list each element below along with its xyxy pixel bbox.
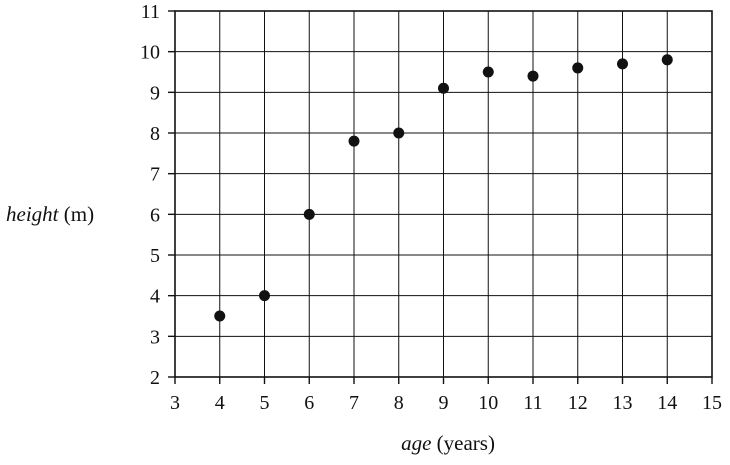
x-tick-labels: 3 4 5 6 7 8 9 10 11 12 13 14 15 [170, 392, 722, 414]
data-point [303, 208, 315, 220]
data-point [348, 135, 360, 147]
x-tick-label: 9 [439, 392, 449, 414]
x-tick-label: 4 [215, 392, 225, 414]
x-tick-label: 6 [304, 392, 314, 414]
x-axis-label-quantity: age [401, 431, 431, 455]
y-axis-label-unit: (m) [59, 202, 95, 226]
y-tick-label: 8 [150, 123, 160, 145]
y-axis-label-quantity: height [6, 202, 60, 226]
y-tick-label: 7 [150, 164, 160, 186]
x-tick-label: 12 [568, 392, 588, 414]
y-tick-label: 6 [150, 204, 160, 226]
x-tick-label: 10 [478, 392, 498, 414]
y-tick-label: 5 [150, 245, 160, 267]
y-tick-label: 3 [150, 326, 160, 348]
data-points [214, 54, 673, 322]
data-point [572, 62, 584, 74]
data-point [438, 82, 449, 94]
y-axis-label: height (m) [6, 202, 94, 226]
data-point [482, 66, 494, 78]
x-tick-label: 13 [613, 392, 633, 414]
y-tick-labels: 2 3 4 5 6 7 8 9 10 11 [140, 1, 160, 389]
x-tick-label: 5 [260, 392, 270, 414]
x-tick-label: 15 [702, 392, 722, 414]
tick-marks [168, 10, 713, 384]
y-tick-label: 10 [140, 42, 160, 64]
x-tick-label: 7 [349, 392, 359, 414]
x-axis-label-unit: (years) [431, 431, 495, 455]
x-tick-label: 8 [394, 392, 404, 414]
x-tick-label: 14 [657, 392, 677, 414]
y-tick-label: 11 [141, 1, 160, 23]
data-point [214, 310, 226, 322]
data-point [661, 54, 673, 66]
data-point [527, 70, 539, 82]
y-tick-label: 4 [150, 286, 160, 308]
x-tick-label: 3 [170, 392, 180, 414]
y-tick-label: 9 [150, 82, 160, 104]
x-tick-label: 11 [523, 392, 542, 414]
data-point [617, 58, 628, 70]
data-point [259, 290, 270, 302]
y-tick-label: 2 [150, 367, 160, 389]
data-point [393, 127, 405, 139]
chart-grid [174, 10, 713, 378]
x-axis-label: age (years) [401, 431, 495, 455]
